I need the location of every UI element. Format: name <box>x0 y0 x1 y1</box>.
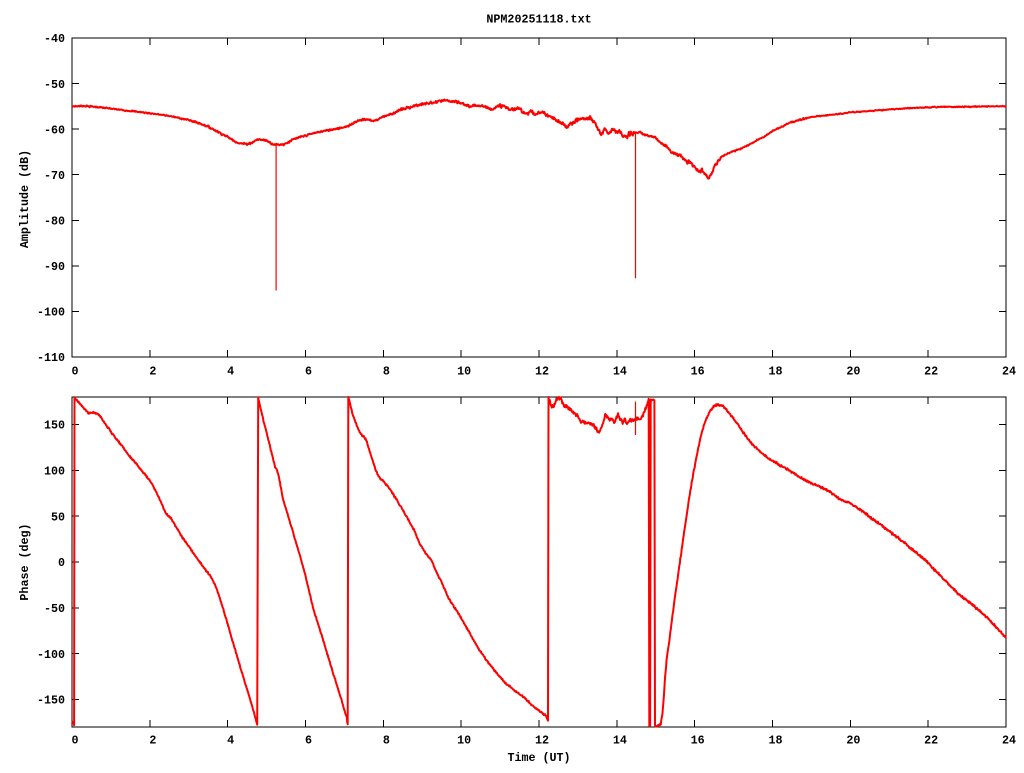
svg-text:50: 50 <box>51 510 65 524</box>
svg-text:16: 16 <box>691 365 705 379</box>
svg-text:0: 0 <box>58 556 65 570</box>
svg-text:NPM20251118.txt: NPM20251118.txt <box>486 13 591 27</box>
svg-text:24: 24 <box>1002 365 1016 379</box>
svg-text:-40: -40 <box>44 32 65 46</box>
svg-text:-60: -60 <box>44 123 65 137</box>
svg-text:8: 8 <box>383 365 390 379</box>
svg-text:20: 20 <box>846 734 860 748</box>
svg-text:8: 8 <box>383 734 390 748</box>
svg-text:2: 2 <box>149 365 156 379</box>
svg-text:22: 22 <box>924 365 938 379</box>
svg-text:4: 4 <box>227 734 234 748</box>
svg-text:Amplitude (dB): Amplitude (dB) <box>18 150 32 248</box>
svg-text:16: 16 <box>691 734 705 748</box>
svg-text:0: 0 <box>71 734 78 748</box>
svg-text:-80: -80 <box>44 214 65 228</box>
svg-text:150: 150 <box>44 419 65 433</box>
svg-text:22: 22 <box>924 734 938 748</box>
svg-text:0: 0 <box>71 365 78 379</box>
svg-text:12: 12 <box>535 734 549 748</box>
svg-text:-50: -50 <box>44 78 65 92</box>
svg-text:6: 6 <box>305 365 312 379</box>
svg-text:-100: -100 <box>37 306 65 320</box>
svg-text:18: 18 <box>768 734 782 748</box>
svg-text:2: 2 <box>149 734 156 748</box>
svg-text:10: 10 <box>457 365 471 379</box>
svg-text:-90: -90 <box>44 260 65 274</box>
svg-text:24: 24 <box>1002 734 1016 748</box>
svg-text:4: 4 <box>227 365 234 379</box>
svg-text:6: 6 <box>305 734 312 748</box>
svg-text:14: 14 <box>613 365 627 379</box>
svg-text:18: 18 <box>768 365 782 379</box>
svg-text:-150: -150 <box>37 694 65 708</box>
svg-text:100: 100 <box>44 465 65 479</box>
svg-text:-50: -50 <box>44 602 65 616</box>
svg-text:20: 20 <box>846 365 860 379</box>
svg-text:Phase (deg): Phase (deg) <box>18 523 32 600</box>
svg-text:-110: -110 <box>37 351 65 365</box>
svg-text:-100: -100 <box>37 648 65 662</box>
svg-text:-70: -70 <box>44 169 65 183</box>
svg-text:14: 14 <box>613 734 627 748</box>
svg-text:12: 12 <box>535 365 549 379</box>
svg-text:10: 10 <box>457 734 471 748</box>
svg-text:Time (UT): Time (UT) <box>507 751 570 765</box>
